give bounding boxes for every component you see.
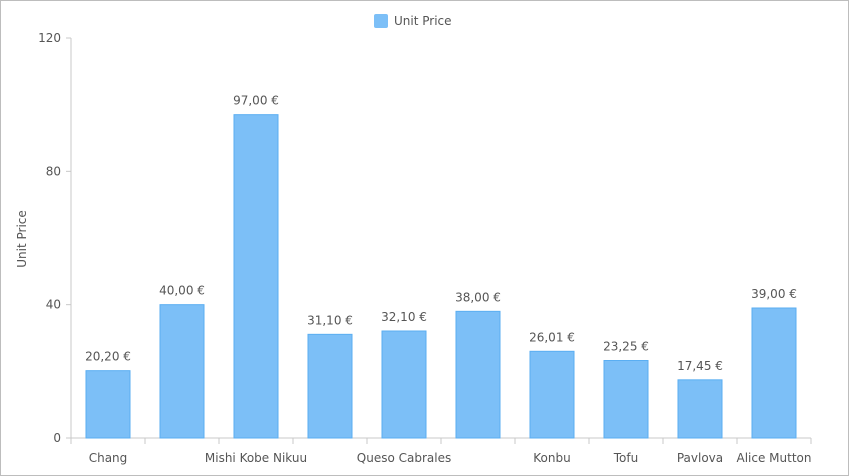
bar[interactable] xyxy=(381,330,427,439)
x-axis: Chang Mishi Kobe Nikuu Queso Cabrales Konbu… xyxy=(70,437,812,465)
legend-swatch[interactable] xyxy=(374,14,388,28)
bar-value-label: 40,00 € xyxy=(159,284,205,298)
x-category-label: Alice Mutton xyxy=(737,451,812,465)
y-axis: 0 40 80 120 xyxy=(38,31,72,445)
y-tick-label: 0 xyxy=(53,431,61,445)
bar-value-label: 17,45 € xyxy=(677,359,723,373)
legend-label[interactable]: Unit Price xyxy=(394,14,452,28)
bar[interactable] xyxy=(455,310,501,439)
bar-value-label: 23,25 € xyxy=(603,340,649,354)
bar[interactable] xyxy=(529,350,575,439)
x-category-label: Chang xyxy=(89,451,128,465)
bar-value-label: 31,10 € xyxy=(307,313,353,327)
y-tick-label: 80 xyxy=(46,164,61,178)
value-labels: 20,20 € 40,00 € 97,00 € 31,10 € 32,10 € 38,00… xyxy=(85,94,797,373)
bar-value-label: 26,01 € xyxy=(529,330,575,344)
bar[interactable] xyxy=(85,370,131,439)
bar[interactable] xyxy=(677,379,723,439)
bar-value-label: 38,00 € xyxy=(455,290,501,304)
legend[interactable]: Unit Price xyxy=(374,14,452,28)
y-tick-label: 40 xyxy=(46,298,61,312)
y-tick-label: 120 xyxy=(38,31,61,45)
bar[interactable] xyxy=(307,333,353,439)
x-category-label: Pavlova xyxy=(677,451,723,465)
bar-value-label: 39,00 € xyxy=(751,287,797,301)
x-category-label: Mishi Kobe Nikuu xyxy=(205,451,307,465)
bar[interactable] xyxy=(751,307,797,439)
x-category-label: Queso Cabrales xyxy=(357,451,451,465)
x-category-label: Tofu xyxy=(613,451,638,465)
bar-value-label: 97,00 € xyxy=(233,94,279,108)
y-axis-title: Unit Price xyxy=(15,210,29,268)
bar-value-label: 20,20 € xyxy=(85,350,131,364)
bar[interactable] xyxy=(603,360,649,439)
bar-value-label: 32,10 € xyxy=(381,310,427,324)
bar[interactable] xyxy=(233,114,279,439)
bar[interactable] xyxy=(159,304,205,439)
bars xyxy=(85,114,797,439)
x-category-label: Konbu xyxy=(533,451,570,465)
